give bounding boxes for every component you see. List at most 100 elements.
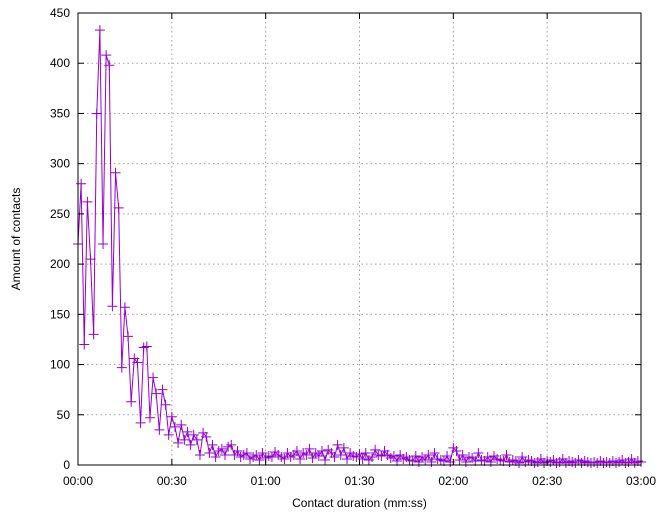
y-tick-label: 0 [63, 458, 70, 472]
data-point-marker [135, 417, 146, 428]
data-point-marker [191, 434, 202, 445]
y-tick-label: 450 [50, 6, 70, 20]
data-point-marker [123, 331, 134, 342]
data-point-marker [169, 421, 180, 432]
data-point-marker [438, 455, 449, 466]
data-point-marker [79, 339, 90, 350]
data-point-marker [94, 25, 105, 36]
data-point-marker [279, 453, 290, 464]
y-tick-label: 100 [50, 358, 70, 372]
data-point-marker [254, 454, 265, 465]
data-point-marker [313, 450, 324, 461]
data-point-marker [194, 449, 205, 460]
y-tick-label: 50 [57, 408, 71, 422]
data-point-marker [304, 443, 315, 454]
data-point-marker [335, 449, 346, 460]
data-point-marker [101, 50, 112, 61]
data-point-marker [388, 450, 399, 461]
data-point-marker [85, 254, 96, 265]
y-axis-title: Amount of contacts [9, 188, 23, 291]
x-tick-label: 00:30 [157, 474, 187, 488]
data-point-marker [451, 445, 462, 456]
data-point-marker [429, 447, 440, 458]
y-tick-label: 300 [50, 157, 70, 171]
data-point-marker [126, 396, 137, 407]
x-tick-label: 01:00 [251, 474, 281, 488]
data-point-marker [473, 447, 484, 458]
y-tick-label: 200 [50, 257, 70, 271]
y-tick-label: 400 [50, 56, 70, 70]
data-point-marker [163, 429, 174, 440]
data-point-marker [295, 453, 306, 464]
data-point-marker [376, 450, 387, 461]
data-point-marker [360, 447, 371, 458]
data-point-marker [201, 431, 212, 442]
data-point-marker [210, 451, 221, 462]
data-point-marker [498, 455, 509, 466]
x-tick-label: 01:30 [344, 474, 374, 488]
data-point-marker [454, 454, 465, 465]
x-tick-label: 02:30 [532, 474, 562, 488]
data-point-marker [501, 449, 512, 460]
data-point-marker [251, 449, 262, 460]
data-point-marker [220, 449, 231, 460]
data-point-marker [266, 451, 277, 462]
data-point-marker [160, 399, 171, 410]
data-point-marker [241, 447, 252, 458]
data-point-marker [91, 108, 102, 119]
data-point-marker [320, 454, 331, 465]
data-point-marker [151, 388, 162, 399]
x-tick-label: 02:00 [438, 474, 468, 488]
data-point-marker [157, 384, 168, 395]
data-point-marker [307, 452, 318, 463]
data-point-marker [104, 60, 115, 71]
y-axis: 0 50 100 150 200 250 300 350 400 450 [50, 6, 641, 472]
data-point-marker [182, 426, 193, 437]
data-point-marker [107, 301, 118, 312]
data-point-marker [332, 439, 343, 450]
data-point-marker [420, 454, 431, 465]
data-point-marker [119, 302, 130, 313]
data-point-marker [179, 434, 190, 445]
data-point-marker [207, 439, 218, 450]
data-point-marker [226, 439, 237, 450]
data-point-marker [88, 329, 99, 340]
data-point-marker [442, 450, 453, 461]
data-point-marker [113, 202, 124, 213]
data-point-marker [301, 449, 312, 460]
data-point-marker [291, 445, 302, 456]
data-point-marker [110, 167, 121, 178]
data-point-marker [257, 447, 268, 458]
data-point-marker [82, 196, 93, 207]
y-tick-label: 250 [50, 207, 70, 221]
data-point-marker [148, 372, 159, 383]
data-point-marker [216, 443, 227, 454]
data-point-marker [166, 411, 177, 422]
data-point-marker [341, 453, 352, 464]
data-point-marker [407, 455, 418, 466]
data-point-marker [367, 451, 378, 462]
data-point-marker [470, 455, 481, 466]
data-point-marker [98, 239, 109, 250]
y-tick-label: 150 [50, 307, 70, 321]
data-point-marker [154, 424, 165, 435]
data-point-marker [132, 357, 143, 368]
data-point-marker [173, 437, 184, 448]
data-point-marker [141, 341, 152, 352]
x-axis: 00:00 00:30 01:00 01:30 02:00 02:30 03:00 [63, 13, 656, 488]
data-point-marker [517, 451, 528, 462]
data-point-marker [204, 447, 215, 458]
data-point-marker [357, 453, 368, 464]
data-point-marker [316, 445, 327, 456]
data-point-marker [338, 442, 349, 453]
data-point-marker [354, 448, 365, 459]
grid [78, 13, 641, 465]
data-point-marker [423, 449, 434, 460]
data-point-marker [457, 449, 468, 460]
data-point-marker [185, 439, 196, 450]
data-point-marker [329, 451, 340, 462]
data-point-marker [188, 429, 199, 440]
data-point-marker [410, 450, 421, 461]
